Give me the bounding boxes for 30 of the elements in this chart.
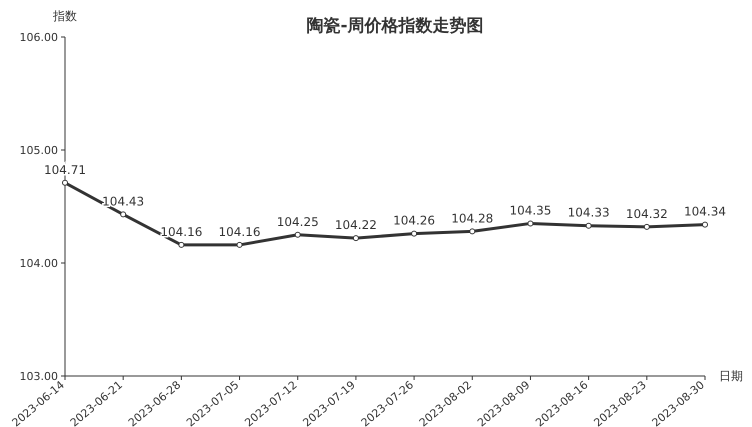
y-tick-label: 103.00 <box>20 370 58 383</box>
data-label: 104.16 <box>218 224 261 239</box>
y-tick-label: 104.00 <box>20 257 58 270</box>
chart-title: 陶瓷-周价格指数走势图 <box>306 16 484 36</box>
data-label: 104.33 <box>568 206 610 220</box>
point <box>120 211 126 218</box>
point <box>469 228 476 234</box>
y-tick-label: 105.00 <box>20 144 58 157</box>
point <box>527 220 534 226</box>
data-label: 104.25 <box>276 214 319 229</box>
point <box>62 180 68 186</box>
point <box>236 242 243 248</box>
x-axis-title: 日期 <box>719 369 743 383</box>
point <box>586 222 592 229</box>
data-label: 104.16 <box>160 224 202 239</box>
point <box>644 224 650 230</box>
y-tick-label: 106.00 <box>20 31 58 44</box>
data-label: 104.35 <box>509 203 552 218</box>
data-label: 104.34 <box>684 204 726 219</box>
y-axis-title: 指数 <box>52 9 77 23</box>
point <box>411 230 418 237</box>
point <box>702 222 708 228</box>
data-label: 104.26 <box>393 214 436 228</box>
point <box>178 242 184 248</box>
data-label: 104.28 <box>451 211 494 226</box>
point <box>352 235 359 242</box>
data-label: 104.43 <box>102 194 144 208</box>
data-label: 104.22 <box>334 218 377 232</box>
point <box>294 232 301 238</box>
data-label: 104.32 <box>626 206 668 221</box>
